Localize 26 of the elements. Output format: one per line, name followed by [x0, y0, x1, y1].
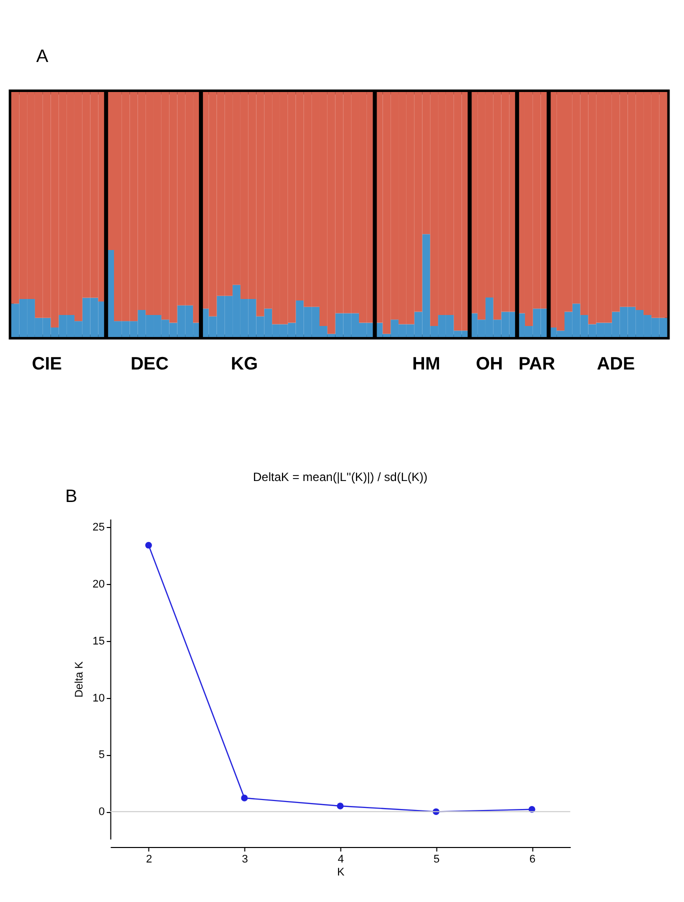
point — [145, 542, 152, 549]
point — [241, 794, 248, 802]
x-tick-label: CIE — [32, 354, 62, 374]
y-tick-label: 20 — [92, 578, 105, 590]
x-tick-label: KG — [230, 354, 258, 374]
point — [336, 802, 344, 810]
x-axis-title: K — [337, 866, 346, 878]
x-tick-label: 6 — [529, 854, 536, 866]
x-tick-label: HM — [412, 354, 440, 374]
text: A — [36, 46, 48, 66]
x-tick-label: OH — [476, 354, 503, 374]
x-tick-label: PAR — [518, 354, 556, 374]
y-axis-title: Delta K — [74, 660, 86, 698]
y-tick-label: 25 — [92, 521, 105, 534]
x-tick-label: ADE — [596, 354, 635, 374]
y-tick-label: 10 — [92, 692, 105, 704]
x-tick-label: DEC — [130, 354, 169, 374]
x-tick-label: 3 — [242, 854, 248, 866]
chart-title: DeltaK = mean(|L''(K)|) / sd(L(K)) — [252, 470, 428, 484]
x-tick-label: 5 — [434, 854, 440, 866]
y-tick-label: 0 — [98, 806, 105, 818]
y-tick-label: 5 — [98, 749, 105, 762]
x-tick-label: 2 — [146, 854, 152, 866]
text: B — [65, 486, 78, 506]
y-tick-label: 15 — [92, 635, 105, 648]
x-tick-label: 4 — [338, 854, 344, 866]
